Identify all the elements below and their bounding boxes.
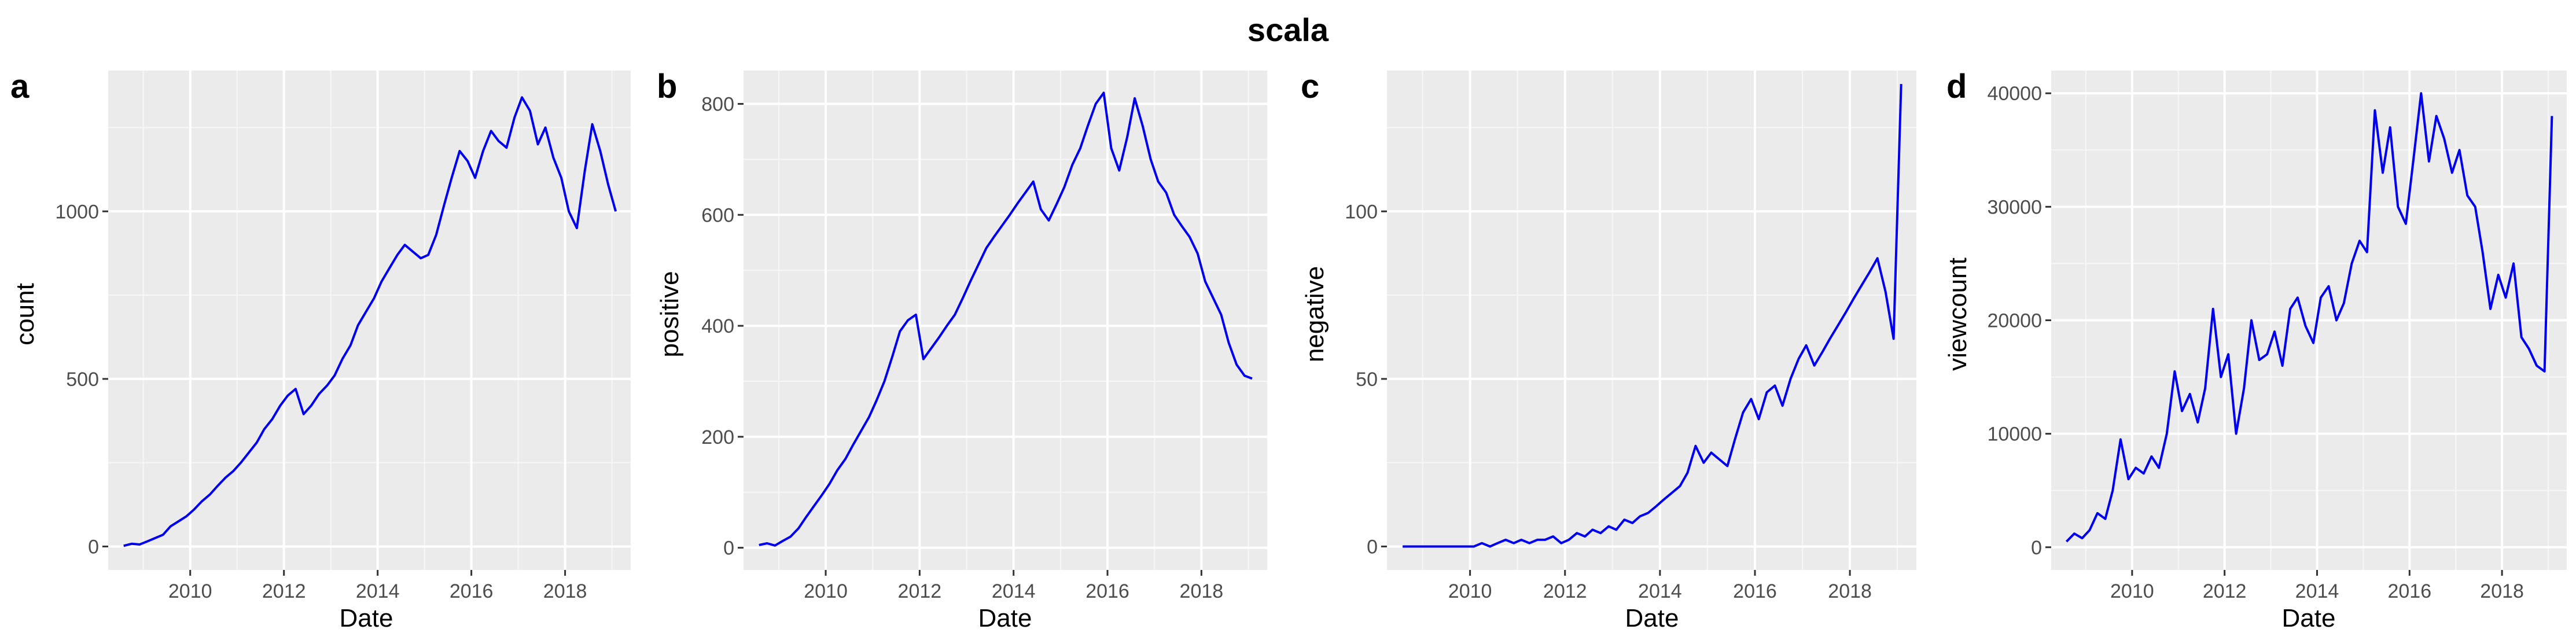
y-tick-label: 20000 xyxy=(1987,310,2042,332)
plot-area: 2010 2012 2014 2016 2018 0 200 400 600 800 xyxy=(701,71,1267,602)
x-tick-label: 2016 xyxy=(450,580,494,602)
y-tick-label: 50 xyxy=(1356,369,1378,391)
x-tick-label: 2016 xyxy=(1085,580,1129,602)
y-axis-title: count xyxy=(11,283,39,345)
x-tick-label: 2012 xyxy=(2203,580,2247,602)
data-line xyxy=(759,91,1253,547)
x-tick-label: 2010 xyxy=(804,580,848,602)
panel-c: 2010 2012 2014 2016 2018 0 50 100 c negative Da… xyxy=(1301,68,1916,632)
x-tick-label: 2018 xyxy=(543,580,587,602)
x-tick-label: 2014 xyxy=(992,580,1036,602)
y-tick-label: 0 xyxy=(723,538,734,560)
panel-a: 2010 2012 2014 2016 2018 0 500 1000 a count Dat… xyxy=(10,68,631,632)
panel-tag: c xyxy=(1301,68,1319,105)
x-axis-title: Date xyxy=(340,604,393,632)
y-tick-label: 600 xyxy=(701,204,734,226)
panel-b: 2010 2012 2014 2016 2018 0 200 400 600 800 b posi… xyxy=(656,68,1267,632)
panel-background xyxy=(108,71,631,570)
panel-background xyxy=(744,71,1267,570)
panel-tag: d xyxy=(1946,68,1967,105)
panel-tag: b xyxy=(657,68,677,105)
y-tick-label: 10000 xyxy=(1987,424,2042,446)
y-axis-title: positive xyxy=(656,271,684,357)
x-tick-label: 2014 xyxy=(1638,580,1682,602)
panel-d: 2010 2012 2014 2016 2018 0 10000 20000 30000 4000… xyxy=(1944,68,2567,632)
x-tick-label: 2018 xyxy=(1180,580,1224,602)
x-tick-label: 2016 xyxy=(2387,580,2431,602)
y-tick-label: 1000 xyxy=(55,201,99,223)
x-tick-label: 2018 xyxy=(1828,580,1872,602)
panel-tag: a xyxy=(10,68,30,105)
y-tick-label: 40000 xyxy=(1987,83,2042,105)
x-tick-label: 2010 xyxy=(168,580,212,602)
y-tick-label: 30000 xyxy=(1987,196,2042,218)
y-tick-label: 0 xyxy=(88,536,99,558)
x-tick-label: 2010 xyxy=(2110,580,2154,602)
y-tick-label: 400 xyxy=(701,315,734,337)
x-tick-label: 2018 xyxy=(2480,580,2524,602)
y-axis-title: negative xyxy=(1301,266,1329,362)
y-axis-title: viewcount xyxy=(1944,257,1972,371)
data-line xyxy=(1403,84,1902,548)
y-tick-label: 800 xyxy=(701,94,734,116)
y-tick-label: 0 xyxy=(1367,536,1378,558)
y-tick-label: 200 xyxy=(701,426,734,448)
plot-area: 2010 2012 2014 2016 2018 0 50 100 xyxy=(1345,71,1916,602)
y-tick-label: 0 xyxy=(2031,537,2042,559)
y-tick-label: 100 xyxy=(1345,201,1378,223)
x-tick-label: 2012 xyxy=(898,580,942,602)
x-axis-title: Date xyxy=(2282,604,2336,632)
x-axis-title: Date xyxy=(978,604,1032,632)
panel-background xyxy=(1387,71,1916,570)
y-tick-label: 500 xyxy=(66,369,99,391)
x-tick-label: 2012 xyxy=(1543,580,1587,602)
data-line xyxy=(123,96,617,547)
data-line xyxy=(2065,92,2553,543)
x-tick-label: 2014 xyxy=(356,580,400,602)
x-axis-title: Date xyxy=(1625,604,1679,632)
figure-title: scala xyxy=(1247,12,1329,48)
x-tick-label: 2010 xyxy=(1448,580,1492,602)
x-tick-label: 2012 xyxy=(262,580,306,602)
x-tick-label: 2014 xyxy=(2295,580,2339,602)
plot-area: 2010 2012 2014 2016 2018 0 500 1000 xyxy=(55,71,631,602)
plot-area: 2010 2012 2014 2016 2018 0 10000 20000 30000 4000… xyxy=(1987,71,2567,602)
x-tick-label: 2016 xyxy=(1733,580,1777,602)
